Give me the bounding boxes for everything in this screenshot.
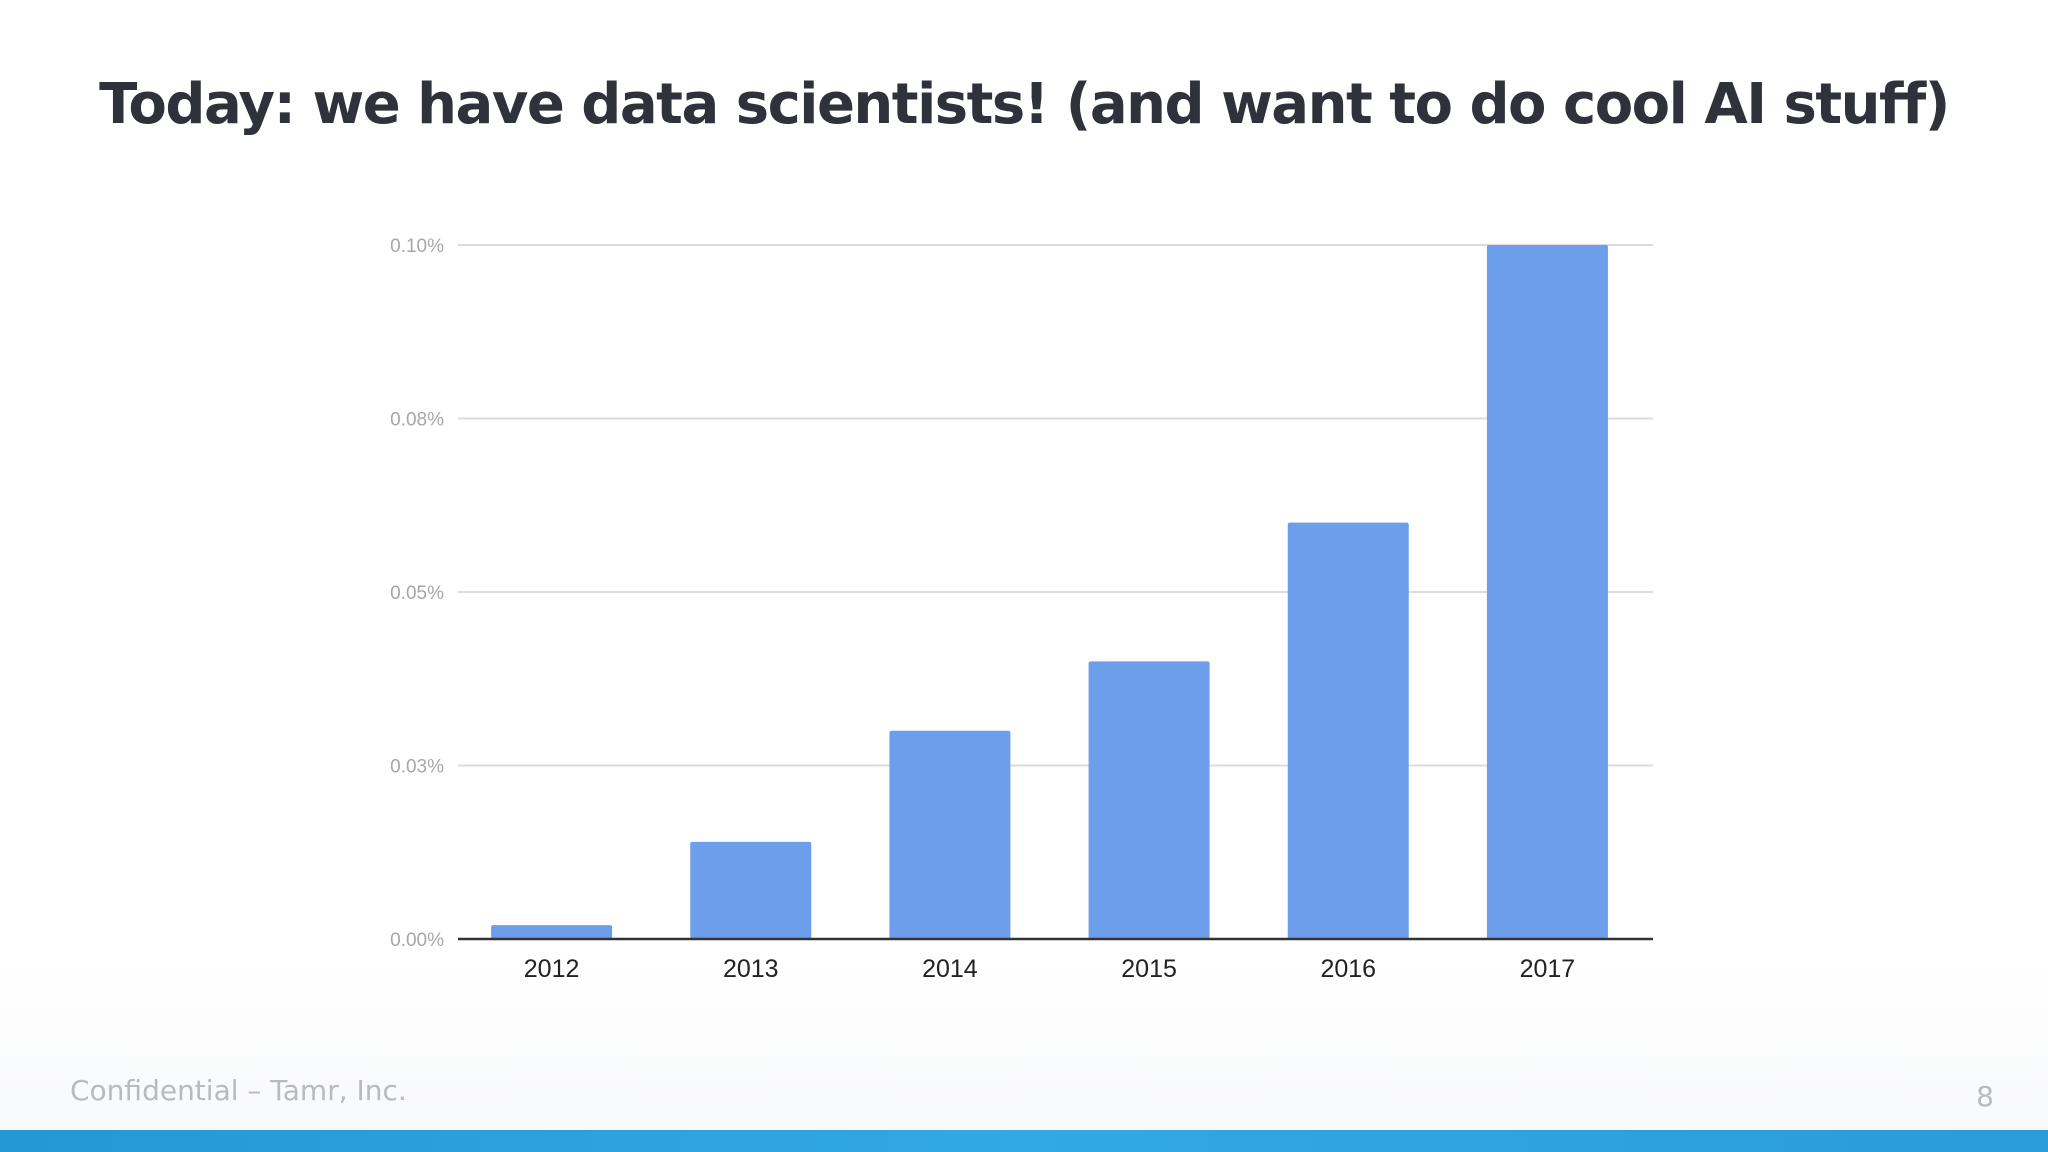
bars xyxy=(491,245,1608,939)
bar-2016 xyxy=(1287,522,1409,939)
bar-2015 xyxy=(1088,661,1210,939)
x-tick-label: 2017 xyxy=(1520,955,1576,983)
bar-2012 xyxy=(491,925,613,939)
y-tick-label: 0.05% xyxy=(390,583,444,604)
bar-2014 xyxy=(889,730,1011,939)
footer-confidential: Confidential – Tamr, Inc. xyxy=(70,1074,407,1107)
tick-labels: 0.00% 0.03% 0.05% 0.08% 0.10% 2012 2013 2014 201… xyxy=(390,236,1575,983)
slide-title: Today: we have data scientists! (and wan… xyxy=(99,72,1950,137)
y-tick-label: 0.03% xyxy=(390,757,444,778)
x-tick-label: 2016 xyxy=(1320,955,1376,983)
gridlines xyxy=(458,244,1653,767)
bar-2017 xyxy=(1486,245,1608,939)
y-tick-label: 0.08% xyxy=(390,410,444,431)
page-number: 8 xyxy=(1976,1080,1994,1113)
y-tick-label: 0.00% xyxy=(390,930,444,951)
x-tick-label: 2013 xyxy=(723,955,779,983)
accent-bar xyxy=(0,1130,2048,1152)
x-tick-label: 2014 xyxy=(922,955,978,983)
y-tick-label: 0.10% xyxy=(390,236,444,257)
x-tick-label: 2012 xyxy=(524,955,580,983)
bar-2013 xyxy=(690,841,812,939)
x-tick-label: 2015 xyxy=(1121,955,1177,983)
